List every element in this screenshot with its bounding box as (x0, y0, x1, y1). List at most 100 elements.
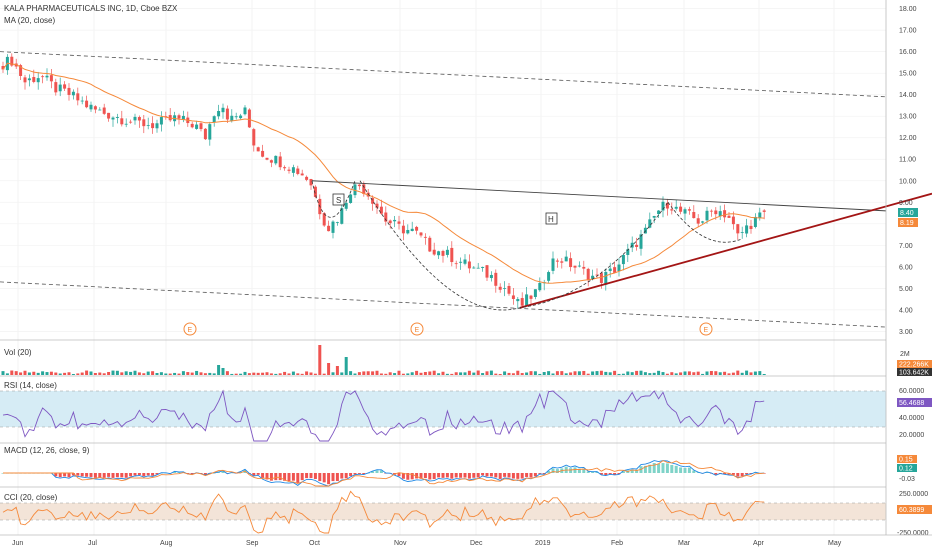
candle-body (296, 168, 300, 174)
volume-bar (608, 372, 612, 375)
macd-histogram-bar (111, 473, 115, 478)
volume-bar (181, 371, 185, 375)
macd-histogram-bar (714, 473, 718, 475)
volume-bar (481, 373, 485, 375)
volume-bar (203, 373, 207, 375)
macd-histogram-bar (538, 473, 542, 474)
time-axis[interactable]: Jun Jul Aug Sep Oct Nov Dec 2019 Feb Mar Apr May (0, 534, 932, 547)
macd-line (3, 460, 765, 487)
volume-bar (142, 373, 146, 375)
earnings-icon[interactable] (183, 322, 197, 336)
volume-bar (670, 372, 674, 375)
volume-bar (582, 370, 586, 375)
time-tick-label: 2019 (535, 540, 551, 547)
volume-bar (718, 372, 722, 375)
volume-bar (54, 372, 58, 375)
earnings-label: E (415, 327, 420, 334)
macd-histogram-bar (705, 472, 709, 473)
volume-bar (701, 373, 705, 375)
volume-bar (335, 366, 339, 375)
macd-histogram-bar (463, 473, 467, 478)
candle-body (362, 184, 366, 195)
volume-bar (349, 371, 353, 375)
macd-tag-signal-value: 0.15 (899, 457, 913, 464)
volume-bar (661, 372, 665, 375)
macd-histogram-bar (727, 473, 731, 475)
macd-histogram-bar (67, 473, 71, 478)
volume-bar (115, 370, 119, 375)
candle-body (749, 225, 753, 230)
macd-histogram-bar (481, 473, 485, 476)
volume-bar (252, 372, 256, 375)
macd-histogram-bar (745, 473, 749, 475)
rsi-pane[interactable]: RSI (14, close) (0, 381, 886, 442)
volume-bar (313, 373, 317, 375)
volume-bar (49, 371, 53, 375)
macd-histogram-bar (371, 471, 375, 473)
volume-bar (507, 372, 511, 375)
ma-price-value: 8.19 (900, 220, 914, 227)
macd-histogram-bar (107, 473, 111, 477)
candle-body (463, 259, 467, 264)
volume-bar (168, 373, 172, 375)
candle-body (71, 91, 75, 96)
macd-histogram-bar (340, 473, 344, 479)
earnings-markers[interactable]: E E E (183, 322, 713, 336)
volume-bar (538, 373, 542, 375)
candle-body (648, 219, 652, 228)
candle-body (432, 249, 436, 255)
volume-bar (344, 357, 348, 375)
price-pane[interactable]: S H E E E KALA PHARMACEUTICALS INC, 1D, … (0, 4, 932, 336)
macd-histogram-bar (723, 473, 727, 475)
candle-body (472, 267, 476, 269)
volume-bar (318, 345, 322, 375)
macd-histogram-bar (604, 473, 608, 475)
macd-histogram-bar (551, 468, 555, 473)
macd-histogram-bar (687, 467, 691, 473)
volume-bar (591, 371, 595, 375)
macd-histogram-bar (419, 473, 423, 479)
macd-histogram-bar (542, 473, 546, 475)
candle-body (507, 285, 511, 294)
earnings-icon[interactable] (699, 322, 713, 336)
price-tick-label: 11.00 (899, 157, 916, 164)
volume-tick: 2M (900, 351, 910, 358)
volume-pane[interactable]: Vol (20) (1, 345, 766, 375)
macd-tag-signal (897, 455, 917, 463)
volume-bar (362, 371, 366, 375)
volume-bar (432, 370, 436, 375)
volume-bar (177, 373, 181, 375)
candle-body (371, 198, 375, 204)
volume-bar (357, 372, 361, 375)
price-scale[interactable]: 18.00 17.00 16.00 15.00 14.00 13.00 12.00 11.00… (885, 0, 932, 537)
candle-body (516, 299, 520, 302)
volume-bar (445, 373, 449, 375)
macd-histogram-bar (648, 464, 652, 473)
macd-histogram-bar (379, 470, 383, 473)
volume-bar (327, 363, 331, 375)
earnings-icon[interactable] (410, 322, 424, 336)
macd-histogram-bar (261, 473, 265, 478)
volume-tag-a-value: 222.266K (899, 362, 929, 369)
cci-pane[interactable]: CCI (20, close) (0, 490, 886, 534)
volume-bar (190, 372, 194, 375)
candle-body (401, 225, 405, 234)
macd-histogram-bar (670, 464, 674, 473)
macd-histogram-bar (331, 473, 335, 482)
macd-histogram-bar (217, 472, 221, 473)
candle-body (63, 84, 67, 89)
macd-histogram-bar (269, 473, 273, 481)
volume-bar (679, 372, 683, 375)
candle-body (67, 87, 71, 95)
macd-pane[interactable]: MACD (12, 26, close, 9) (1, 446, 766, 487)
volume-bar (503, 371, 507, 375)
volume-bar (551, 373, 555, 375)
pattern-h-box (545, 212, 558, 225)
volume-bar (467, 370, 471, 375)
cci-legend: CCI (20, close) (4, 493, 58, 502)
candle-body (591, 275, 595, 279)
volume-bar (41, 371, 45, 375)
macd-tag-hist-value: -0.03 (899, 476, 915, 483)
candle-body (388, 220, 392, 224)
